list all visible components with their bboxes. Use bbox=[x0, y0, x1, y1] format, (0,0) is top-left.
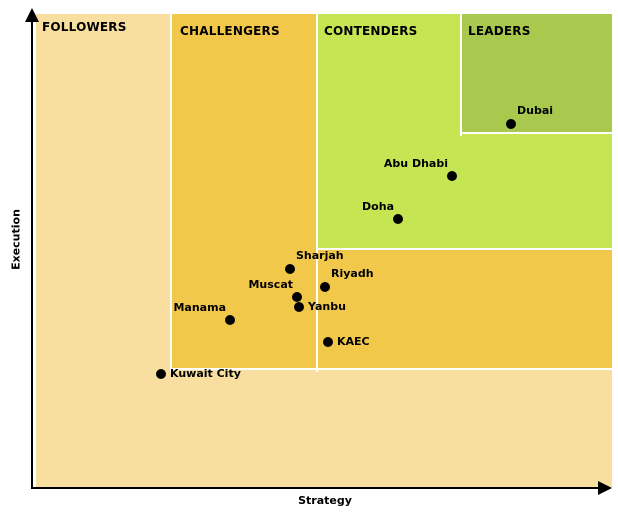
data-point-marker[interactable] bbox=[292, 292, 302, 302]
x-axis-title: Strategy bbox=[298, 494, 352, 507]
quadrant-label-challengers: CHALLENGERS bbox=[180, 24, 280, 38]
x-axis-arrow-icon bbox=[598, 481, 612, 495]
quadrant-region-challengers bbox=[172, 14, 318, 370]
data-point-marker[interactable] bbox=[506, 119, 516, 129]
quadrant-region-lower-orange bbox=[318, 250, 612, 370]
data-point-marker[interactable] bbox=[320, 282, 330, 292]
divider-challengers-contenders bbox=[316, 14, 318, 372]
y-axis-arrow-icon bbox=[25, 8, 39, 22]
divider-contenders-bottom bbox=[318, 248, 612, 250]
data-point-label: Manama bbox=[173, 301, 226, 314]
divider-followers-challengers bbox=[170, 14, 172, 372]
data-point-marker[interactable] bbox=[393, 214, 403, 224]
y-axis-line bbox=[31, 20, 33, 489]
data-point-marker[interactable] bbox=[285, 264, 295, 274]
data-point-label: Yanbu bbox=[308, 300, 346, 313]
data-point-label: KAEC bbox=[337, 335, 370, 348]
data-point-label: Doha bbox=[362, 200, 394, 213]
data-point-label: Muscat bbox=[248, 278, 293, 291]
data-point-marker[interactable] bbox=[225, 315, 235, 325]
quadrant-region-leaders bbox=[462, 14, 612, 134]
data-point-label: Abu Dhabi bbox=[383, 157, 448, 170]
divider-orange-bottom bbox=[172, 368, 612, 370]
plot-area: FOLLOWERS CHALLENGERS CONTENDERS LEADERS… bbox=[36, 14, 612, 487]
data-point-label: Sharjah bbox=[296, 249, 344, 262]
quadrant-label-contenders: CONTENDERS bbox=[324, 24, 418, 38]
y-axis-title: Execution bbox=[9, 209, 23, 270]
x-axis-line bbox=[32, 487, 602, 489]
data-point-marker[interactable] bbox=[294, 302, 304, 312]
divider-contenders-leaders bbox=[460, 14, 462, 136]
data-point-marker[interactable] bbox=[447, 171, 457, 181]
data-point-marker[interactable] bbox=[156, 369, 166, 379]
data-point-label: Dubai bbox=[517, 104, 554, 117]
quadrant-label-followers: FOLLOWERS bbox=[42, 20, 127, 34]
data-point-label: Riyadh bbox=[331, 267, 374, 280]
data-point-marker[interactable] bbox=[323, 337, 333, 347]
data-point-label: Kuwait City bbox=[170, 367, 241, 380]
divider-leaders-bottom bbox=[462, 132, 612, 134]
quadrant-label-leaders: LEADERS bbox=[468, 24, 531, 38]
